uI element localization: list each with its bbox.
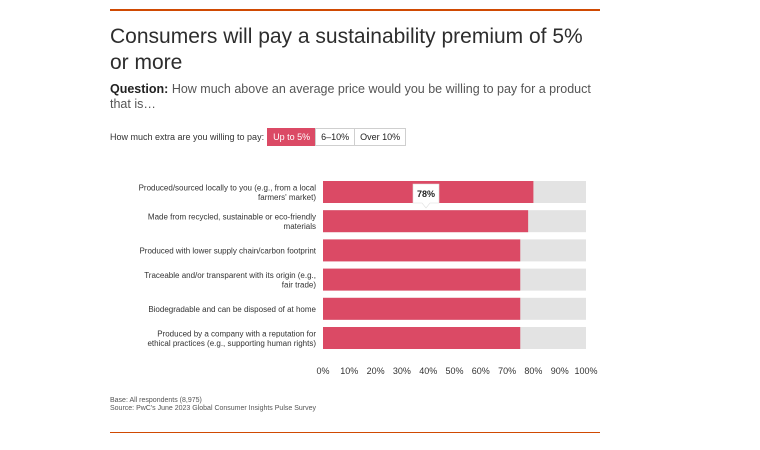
bar-value (323, 210, 529, 233)
question-label: Question: (110, 82, 169, 96)
category-label: farmers' market) (258, 193, 316, 202)
bottom-accent-rule (110, 432, 600, 433)
bar-value (323, 297, 521, 320)
bar-value (323, 239, 521, 262)
top-accent-rule (110, 9, 600, 11)
bar-value (323, 268, 521, 291)
premium-filter: How much extra are you willing to pay: U… (110, 128, 407, 146)
category-label: Produced with lower supply chain/carbon … (139, 246, 316, 255)
category-label: fair trade) (282, 280, 317, 289)
category-label: Biodegradable and can be disposed of at … (148, 305, 316, 314)
x-tick-label: 80% (524, 366, 542, 376)
category-label: Made from recycled, sustainable or eco-f… (148, 212, 316, 221)
x-tick-label: 100% (574, 366, 597, 376)
category-label: ethical practices (e.g., supporting huma… (147, 339, 316, 348)
value-tooltip: 78% (412, 183, 440, 209)
category-label: Produced/sourced locally to you (e.g., f… (139, 183, 317, 192)
category-label: Traceable and/or transparent with its or… (144, 271, 316, 280)
base-note: Base: All respondents (8,975) (110, 397, 202, 404)
bar-value (323, 327, 521, 349)
x-tick-label: 90% (551, 366, 569, 376)
x-tick-label: 30% (393, 366, 411, 376)
question-text: Question: How much above an average pric… (110, 82, 600, 112)
category-label: materials (284, 222, 316, 231)
category-label: Produced by a company with a reputation … (157, 329, 316, 338)
x-tick-label: 0% (316, 366, 329, 376)
chart-title: Consumers will pay a sustainability prem… (110, 25, 583, 74)
x-tick-label: 70% (498, 366, 516, 376)
tooltip-value: 78% (417, 189, 435, 199)
question-body: How much above an average price would yo… (110, 82, 591, 111)
x-tick-label: 40% (419, 366, 437, 376)
tooltip-box (412, 183, 440, 209)
x-tick-label: 10% (340, 366, 358, 376)
source-note: Source: PwC's June 2023 Global Consumer … (110, 405, 316, 412)
x-tick-label: 20% (367, 366, 385, 376)
x-tick-label: 60% (472, 366, 490, 376)
chart-footer: Base: All respondents (8,975) Source: Pw… (110, 397, 316, 413)
x-tick-label: 50% (445, 366, 463, 376)
filter-label: How much extra are you willing to pay: (110, 132, 265, 142)
filter-option-over-10[interactable]: Over 10% (354, 128, 407, 146)
